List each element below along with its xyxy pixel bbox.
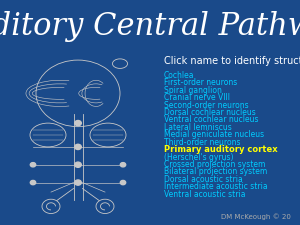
- Text: Ventral acoustic stria: Ventral acoustic stria: [164, 190, 245, 199]
- Circle shape: [75, 144, 81, 149]
- Circle shape: [30, 180, 36, 185]
- Text: DM McKeough © 20: DM McKeough © 20: [221, 214, 291, 220]
- Text: Dorsal cochlear nucleus: Dorsal cochlear nucleus: [164, 108, 255, 117]
- Text: First-order neurons: First-order neurons: [164, 78, 237, 87]
- Text: Click name to identify structure: Click name to identify structure: [164, 56, 300, 66]
- Text: Bilateral projection system: Bilateral projection system: [164, 167, 267, 176]
- Text: (Herschel's gyrus): (Herschel's gyrus): [164, 153, 233, 162]
- Text: Primary auditory cortex: Primary auditory cortex: [164, 145, 277, 154]
- Text: Second-order neurons: Second-order neurons: [164, 101, 248, 110]
- Text: Third-order neurons: Third-order neurons: [164, 138, 240, 147]
- Circle shape: [75, 180, 81, 185]
- Text: Intermediate acoustic stria: Intermediate acoustic stria: [164, 182, 267, 191]
- Text: Crossed projection system: Crossed projection system: [164, 160, 265, 169]
- Circle shape: [120, 163, 126, 167]
- Circle shape: [30, 163, 36, 167]
- Circle shape: [120, 180, 126, 185]
- Circle shape: [75, 162, 81, 167]
- Text: Cranial nerve VIII: Cranial nerve VIII: [164, 93, 230, 102]
- Text: Ventral cochlear nucleus: Ventral cochlear nucleus: [164, 115, 258, 124]
- Text: Dorsal acoustic stria: Dorsal acoustic stria: [164, 175, 242, 184]
- Text: Cochlea: Cochlea: [164, 71, 194, 80]
- Text: Auditory Central Pathway: Auditory Central Pathway: [0, 11, 300, 42]
- Text: Medial geniculate nucleus: Medial geniculate nucleus: [164, 130, 264, 139]
- Text: Spiral ganglion: Spiral ganglion: [164, 86, 221, 95]
- Text: Lateral lemniscus: Lateral lemniscus: [164, 123, 231, 132]
- Circle shape: [75, 121, 81, 126]
